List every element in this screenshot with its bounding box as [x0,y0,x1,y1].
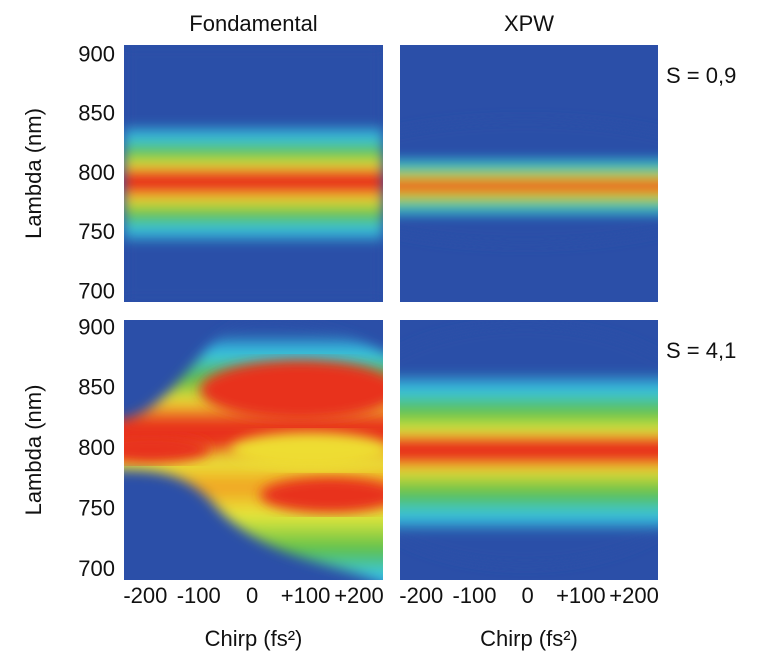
y-axis-label: Lambda (nm) [21,108,46,239]
heatmap [400,320,658,580]
y-tick-label: 850 [78,375,115,400]
x-tick-label: 0 [246,583,258,608]
heatmap [124,320,383,580]
y-tick-label: 900 [78,41,115,66]
y-tick-label: 800 [78,160,115,185]
y-tick-label: 900 [78,314,115,339]
heatmap [400,45,658,302]
heatmap [124,45,383,302]
y-tick-label: 700 [78,556,115,581]
annotation: S = 0,9 [666,63,736,88]
x-tick-label: +100 [556,583,606,608]
y-tick-label: 750 [78,219,115,244]
y-axis-label: Lambda (nm) [21,385,46,516]
panel-title: XPW [504,11,554,36]
x-tick-label: +100 [281,583,331,608]
x-axis-label: Chirp (fs²) [205,626,303,651]
x-tick-label: +200 [334,583,384,608]
panel-title: Fondamental [189,11,317,36]
y-tick-label: 800 [78,435,115,460]
y-tick-label: 700 [78,278,115,303]
annotation: S = 4,1 [666,338,736,363]
x-tick-label: -200 [123,583,167,608]
x-tick-label: -100 [177,583,221,608]
x-tick-label: -200 [399,583,443,608]
y-tick-label: 850 [78,101,115,126]
x-tick-label: 0 [522,583,534,608]
y-tick-label: 750 [78,496,115,521]
x-tick-label: -100 [452,583,496,608]
x-tick-label: +200 [609,583,659,608]
x-axis-label: Chirp (fs²) [480,626,578,651]
